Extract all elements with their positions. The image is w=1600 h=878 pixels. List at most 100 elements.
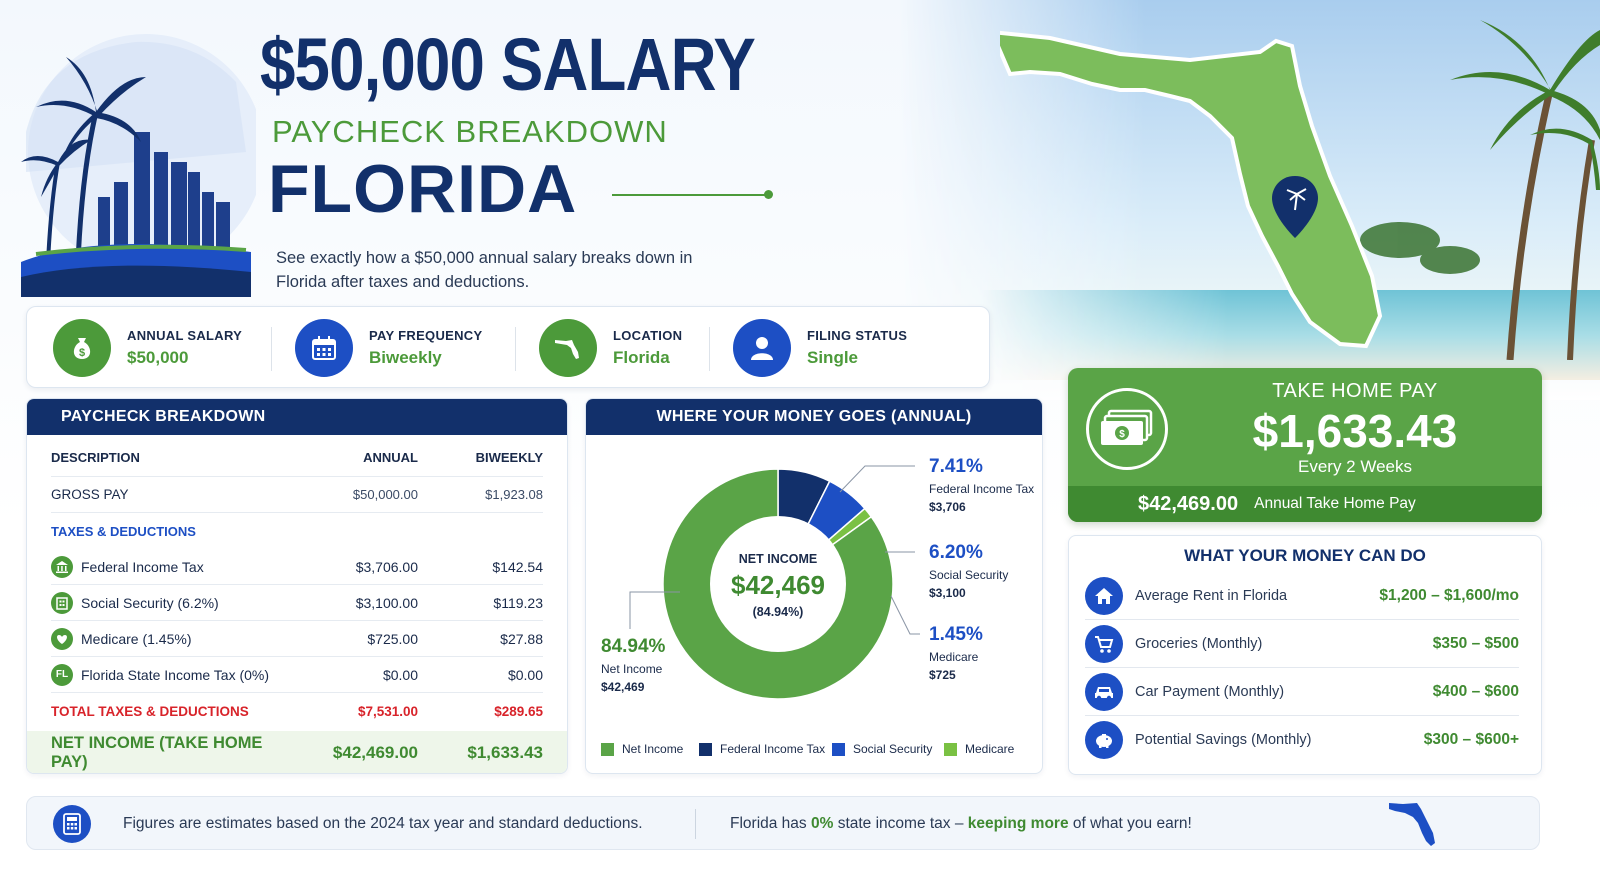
hero-description: See exactly how a $50,000 annual salary … xyxy=(276,249,693,291)
callout-label: Social Security xyxy=(929,568,1009,582)
callout-social-security: 6.20% Social Security $3,100 xyxy=(929,542,1008,600)
panel-title: PAYCHECK BREAKDOWN xyxy=(27,399,567,435)
legend-swatch xyxy=(832,742,845,756)
florida-outline-icon xyxy=(1389,803,1435,846)
divider xyxy=(695,809,696,839)
take-home-pay-card: $ TAKE HOME PAY $1,633.43 Every 2 Weeks … xyxy=(1068,368,1542,522)
legend-item: Social Security xyxy=(832,742,932,756)
row-label: TOTAL TAXES & DEDUCTIONS xyxy=(51,703,249,719)
summary-value: $50,000 xyxy=(127,348,189,367)
summary-value: Single xyxy=(807,348,859,367)
take-home-annual-label: Annual Take Home Pay xyxy=(1254,495,1416,512)
row-annual: $3,100.00 xyxy=(355,594,418,611)
row-annual: $725.00 xyxy=(367,630,418,647)
legend-item: Net Income xyxy=(601,742,683,756)
row-label-text: Medicare (1.45%) xyxy=(81,630,192,647)
table-row: Medicare (1.45%) $725.00 $27.88 xyxy=(51,621,543,657)
callout-line-net xyxy=(629,591,680,629)
center-value: $42,469 xyxy=(731,570,825,600)
calendar-icon xyxy=(295,319,353,377)
panel-title: WHAT YOUR MONEY CAN DO xyxy=(1184,546,1426,565)
callout-label: Net Income xyxy=(601,662,663,676)
table-row: Federal Income Tax $3,706.00 $142.54 xyxy=(51,549,543,585)
divider xyxy=(271,327,272,371)
svg-text:$: $ xyxy=(79,347,85,359)
table-row: FL Florida State Income Tax (0%) $0.00 $… xyxy=(51,657,543,693)
row-biweekly: $1,923.08 xyxy=(485,487,543,502)
row-label: Social Security (6.2%) xyxy=(51,591,298,614)
fact-text: Florida has xyxy=(730,815,811,832)
item-label: Average Rent in Florida xyxy=(1135,587,1288,604)
paycheck-breakdown-panel: PAYCHECK BREAKDOWN DESCRIPTION ANNUAL BI… xyxy=(26,398,568,774)
row-biweekly: $0.00 xyxy=(507,666,543,683)
callout-pct: 1.45% xyxy=(929,624,983,645)
hero-state: FLORIDA xyxy=(268,151,578,227)
take-home-title: TAKE HOME PAY xyxy=(1272,380,1438,402)
callout-value: $42,469 xyxy=(601,680,645,694)
money-can-do-panel: WHAT YOUR MONEY CAN DO Average Rent in F… xyxy=(1068,535,1542,775)
footer-fact: Florida has 0% state income tax – keepin… xyxy=(730,815,1192,833)
callout-line-federal xyxy=(839,465,915,493)
item-value: $1,200 – $1,600/mo xyxy=(1379,586,1519,604)
summary-label: ANNUAL SALARY xyxy=(127,328,243,343)
building-icon xyxy=(51,591,73,614)
callout-medicare: 1.45% Medicare $725 xyxy=(929,624,983,682)
callout-net-income: 84.94% Net Income $42,469 xyxy=(601,636,665,694)
table-row-net-income: NET INCOME (TAKE HOME PAY) $42,469.00 $1… xyxy=(51,734,543,771)
center-pct: (84.94%) xyxy=(752,605,804,619)
row-biweekly: $1,633.43 xyxy=(467,743,543,762)
cash-icon: $ xyxy=(1086,388,1168,470)
center-label: NET INCOME xyxy=(738,552,818,566)
legend-label: Federal Income Tax xyxy=(720,742,826,756)
row-label: FL Florida State Income Tax (0%) xyxy=(51,663,298,686)
callout-value: $3,100 xyxy=(929,586,966,600)
table-row: Social Security (6.2%) $3,100.00 $119.23 xyxy=(51,585,543,621)
row-label-text: Federal Income Tax xyxy=(81,558,204,575)
callout-federal: 7.41% Federal Income Tax $3,706 xyxy=(929,456,1034,514)
callout-line-medicare xyxy=(890,595,920,635)
row-label: Federal Income Tax xyxy=(51,555,298,578)
summary-annual-salary: $ ANNUAL SALARY $50,000 xyxy=(53,307,242,389)
row-label-text: Social Security (6.2%) xyxy=(81,594,219,611)
cart-icon xyxy=(1085,624,1123,663)
callout-pct: 7.41% xyxy=(929,456,983,477)
legend-swatch xyxy=(944,742,957,756)
divider xyxy=(515,327,516,371)
table-header: DESCRIPTION ANNUAL BIWEEKLY xyxy=(51,439,543,477)
take-home-main: TAKE HOME PAY $1,633.43 Every 2 Weeks xyxy=(1188,380,1522,477)
fact-text: of what you earn! xyxy=(1068,815,1192,832)
legend-item: Federal Income Tax xyxy=(699,742,825,756)
fl-badge-icon: FL xyxy=(51,663,73,686)
donut-center-text: NET INCOME $42,469 (84.94%) xyxy=(671,552,885,619)
summary-value: Florida xyxy=(613,348,670,367)
item-value: $300 – $600+ xyxy=(1423,731,1519,748)
decorative-line xyxy=(612,194,767,196)
list-item: Potential Savings (Monthly) $300 – $600+ xyxy=(1085,716,1519,764)
bank-icon xyxy=(51,555,73,578)
callout-pct: 6.20% xyxy=(929,542,983,563)
row-biweekly: $142.54 xyxy=(492,558,543,575)
summary-label: PAY FREQUENCY xyxy=(369,328,483,343)
callout-value: $725 xyxy=(929,668,956,682)
take-home-annual-amount: $42,469.00 xyxy=(1138,492,1239,515)
summary-pay-frequency: PAY FREQUENCY Biweekly xyxy=(295,307,482,389)
list-item: Car Payment (Monthly) $400 – $600 xyxy=(1085,668,1519,716)
column-header: ANNUAL xyxy=(363,450,418,465)
section-label-text: TAXES & DEDUCTIONS xyxy=(51,523,196,539)
row-biweekly: $119.23 xyxy=(493,594,543,611)
donut-slice-net-income xyxy=(662,468,894,700)
summary-label: FILING STATUS xyxy=(807,328,908,343)
row-annual: $50,000.00 xyxy=(352,487,418,502)
callout-label: Federal Income Tax xyxy=(929,482,1035,496)
legend-item: Medicare xyxy=(944,742,1014,756)
hero-subtitle: PAYCHECK BREAKDOWN xyxy=(272,114,668,149)
divider xyxy=(709,327,710,371)
legend-label: Social Security xyxy=(853,742,933,756)
row-annual: $7,531.00 xyxy=(357,703,418,719)
legend-label: Net Income xyxy=(622,742,684,756)
footer-note: Figures are estimates based on the 2024 … xyxy=(123,815,643,832)
summary-location: LOCATION Florida xyxy=(539,307,682,389)
row-annual: $3,706.00 xyxy=(355,558,418,575)
user-icon xyxy=(733,319,791,377)
item-label: Groceries (Monthly) xyxy=(1135,635,1263,652)
